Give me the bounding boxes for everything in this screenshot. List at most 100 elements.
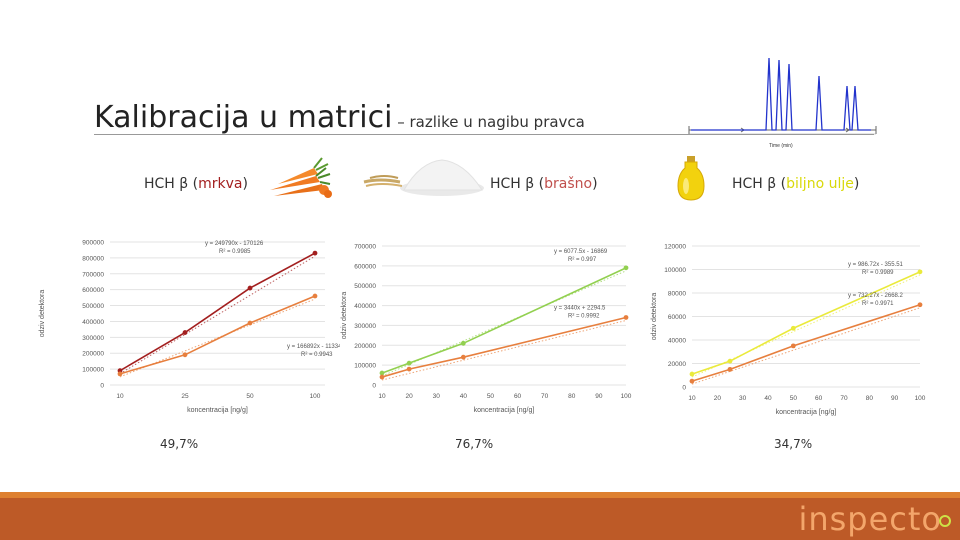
x-tick-label: 60 — [815, 395, 823, 402]
series-line — [119, 252, 316, 372]
y-tick-label: 500000 — [354, 283, 376, 290]
data-point — [379, 374, 385, 380]
y-tick-label: 200000 — [354, 343, 376, 350]
data-point — [689, 378, 695, 384]
label-matrix: brašno — [544, 176, 593, 192]
y-tick-label: 300000 — [354, 323, 376, 330]
matrix-label-carrot: HCH β (mrkva) — [144, 176, 248, 192]
x-tick-label: 10 — [116, 393, 124, 400]
data-point — [790, 343, 796, 349]
label-prefix: HCH β ( — [490, 176, 545, 192]
slope-difference-oil: 34,7% — [774, 437, 813, 451]
x-tick-label: 70 — [541, 393, 549, 400]
slope-difference-carrot: 49,7% — [160, 437, 199, 451]
y-tick-label: 600000 — [82, 287, 104, 294]
trendline-r2: R² = 0.997 — [568, 257, 597, 263]
oil-bottle-icon — [677, 156, 705, 201]
x-tick-label: 80 — [568, 393, 576, 400]
x-tick-label: 20 — [714, 395, 722, 402]
data-point — [727, 366, 733, 372]
x-tick-label: 100 — [621, 393, 632, 400]
trendline — [381, 270, 627, 377]
logo-dot-icon — [939, 515, 951, 527]
trendline — [381, 319, 627, 381]
chromatogram-thumbnail: Time (min) — [688, 57, 877, 149]
series-line — [119, 295, 316, 375]
x-tick-label: 50 — [246, 393, 254, 400]
label-matrix: mrkva — [198, 176, 243, 192]
data-point — [312, 293, 318, 299]
x-tick-label: 90 — [595, 393, 603, 400]
slope-difference-flour: 76,7% — [455, 437, 494, 451]
y-tick-label: 100000 — [664, 267, 686, 274]
label-matrix: biljno ulje — [786, 176, 854, 192]
trendline-r2: R² = 0.9971 — [862, 301, 894, 307]
chart-oil: 0 20000 40000 60000 80000 100000 120000 10 20 30 4… — [651, 244, 926, 417]
y-tick-label: 20000 — [668, 361, 686, 368]
x-axis-label: koncentracija [ng/g] — [187, 407, 248, 414]
matrix-label-flour: HCH β (brašno) — [490, 176, 598, 192]
x-tick-label: 30 — [739, 395, 747, 402]
x-tick-label: 10 — [688, 395, 696, 402]
data-point — [312, 250, 318, 256]
label-prefix: HCH β ( — [144, 176, 199, 192]
data-point — [689, 371, 695, 377]
y-tick-label: 600000 — [354, 263, 376, 270]
y-tick-label: 100000 — [82, 367, 104, 374]
x-tick-label: 20 — [405, 393, 413, 400]
series-line — [381, 267, 627, 374]
y-tick-label: 500000 — [82, 303, 104, 310]
logo-text: inspecto — [798, 500, 942, 538]
series-line — [691, 271, 921, 375]
trendline — [119, 255, 316, 375]
data-point — [247, 285, 253, 291]
label-prefix: HCH β ( — [732, 176, 787, 192]
label-suffix: ) — [592, 176, 598, 192]
trendline-equation: y = 732.27x - 2668.2 — [848, 293, 904, 299]
slide-title: Kalibracija u matrici – razlike u nagibu… — [94, 100, 585, 135]
y-tick-label: 0 — [372, 383, 376, 390]
x-tick-label: 40 — [460, 393, 468, 400]
y-tick-label: 0 — [100, 383, 104, 390]
y-tick-label: 80000 — [668, 291, 686, 298]
y-tick-label: 800000 — [82, 255, 104, 262]
x-tick-label: 30 — [433, 393, 441, 400]
trendline-r2: R² = 0.9992 — [568, 313, 600, 319]
flour-icon — [363, 159, 484, 196]
x-tick-label: 10 — [378, 393, 386, 400]
data-point — [117, 371, 123, 377]
series-line — [381, 316, 627, 378]
x-axis-label: koncentracija [ng/g] — [776, 409, 837, 416]
data-point — [182, 352, 188, 358]
chart-carrot: 0 100000 200000 300000 400000 500000 600000 700… — [39, 240, 340, 415]
y-tick-label: 700000 — [354, 244, 376, 251]
trendline-r2: R² = 0.9989 — [862, 270, 894, 276]
carrot-icon — [270, 157, 332, 198]
label-suffix: ) — [242, 176, 248, 192]
title-divider — [94, 134, 874, 135]
data-point — [247, 320, 253, 326]
label-suffix: ) — [853, 176, 860, 192]
y-tick-label: 0 — [682, 385, 686, 392]
y-tick-label: 60000 — [668, 314, 686, 321]
matrix-label-oil: HCH β (biljno ulje) — [732, 176, 859, 192]
y-tick-label: 300000 — [82, 335, 104, 342]
trendline-equation: y = 986.72x - 355.51 — [848, 262, 904, 268]
chromatogram-axis-label: Time (min) — [769, 143, 793, 149]
data-point — [460, 354, 466, 360]
x-tick-label: 25 — [181, 393, 189, 400]
slide-title-sub: – razlike u nagibu pravca — [392, 113, 585, 131]
x-tick-label: 80 — [866, 395, 874, 402]
x-tick-label: 50 — [790, 395, 798, 402]
footer-bar — [0, 498, 960, 540]
y-tick-label: 900000 — [82, 240, 104, 247]
trendline-equation: y = 249790x - 170126 — [205, 241, 264, 247]
y-tick-label: 700000 — [82, 271, 104, 278]
trendline-equation: y = 3440x + 2294.5 — [554, 305, 606, 311]
x-tick-label: 90 — [891, 395, 899, 402]
trendline — [691, 307, 921, 385]
x-tick-label: 100 — [915, 395, 926, 402]
data-point — [727, 358, 733, 364]
data-point — [182, 330, 188, 335]
y-axis-label: odziv detektora — [39, 290, 46, 338]
